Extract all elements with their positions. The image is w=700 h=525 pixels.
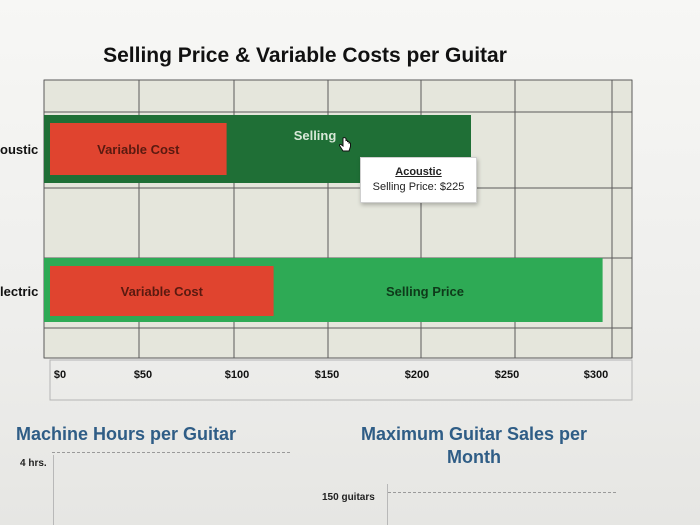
machine-hours-axis [53, 455, 54, 525]
tooltip-text: Selling Price: $225 [372, 181, 465, 193]
max-sales-axis [387, 484, 388, 525]
tooltip-title: Acoustic [395, 166, 442, 178]
variable-cost-label: Variable Cost [97, 142, 180, 157]
max-sales-title: Maximum Guitar Sales per Month [360, 424, 588, 467]
category-label: oustic [0, 142, 38, 157]
hover-tooltip: Acoustic Selling Price: $225 [360, 157, 477, 203]
x-tick-label: $50 [134, 369, 152, 381]
x-tick-label: $200 [405, 369, 429, 381]
variable-cost-label: Variable Cost [121, 284, 204, 299]
selling-price-label: Selling Price [386, 284, 464, 299]
x-tick-label: $250 [495, 369, 519, 381]
category-label: lectric [0, 284, 38, 299]
max-sales-value-label: 150 guitars [322, 492, 375, 503]
x-tick-label: $0 [54, 369, 66, 381]
x-tick-label: $100 [225, 369, 249, 381]
selling-price-label: Selling [294, 128, 337, 143]
x-tick-label: $300 [584, 369, 608, 381]
machine-hours-reference-line [52, 452, 290, 453]
x-axis-strip [49, 359, 633, 401]
variable-cost-bar[interactable] [50, 266, 274, 316]
machine-hours-value-label: 4 hrs. [20, 458, 47, 469]
x-tick-label: $150 [315, 369, 339, 381]
variable-cost-bar[interactable] [50, 123, 227, 175]
max-sales-reference-line [388, 492, 616, 493]
machine-hours-title: Machine Hours per Guitar [16, 424, 237, 444]
chart-title: Selling Price & Variable Costs per Guita… [103, 44, 507, 67]
hand-pointer-icon [338, 137, 351, 152]
